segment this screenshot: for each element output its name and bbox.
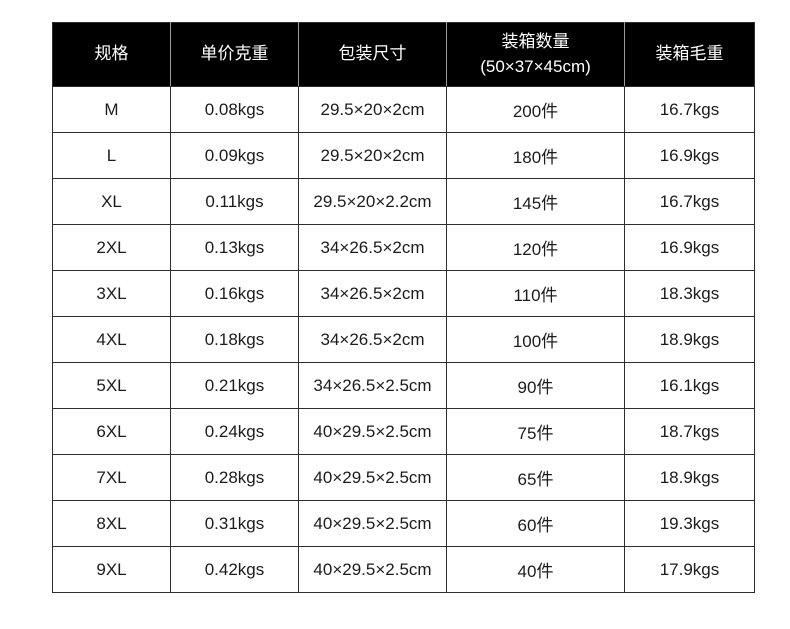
table-row: 8XL 0.31kgs 40×29.5×2.5cm 60件 19.3kgs: [52, 500, 755, 547]
col-header-carton-qty-sublabel: (50×37×45cm): [480, 56, 591, 76]
package-size-cell: 29.5×20×2.2cm: [298, 178, 447, 225]
package-size-cell: 40×29.5×2.5cm: [298, 546, 447, 593]
spec-cell: XL: [52, 178, 171, 225]
carton-qty-cell: 200件: [446, 86, 625, 133]
carton-qty-cell: 60件: [446, 500, 625, 547]
unit-weight-cell: 0.42kgs: [170, 546, 299, 593]
carton-qty-cell: 40件: [446, 546, 625, 593]
unit-weight-cell: 0.08kgs: [170, 86, 299, 133]
carton-qty-cell: 75件: [446, 408, 625, 455]
carton-qty-cell: 100件: [446, 316, 625, 363]
unit-weight-cell: 0.09kgs: [170, 132, 299, 179]
col-header-carton-gross-weight: 装箱毛重: [624, 22, 755, 87]
package-size-cell: 34×26.5×2cm: [298, 316, 447, 363]
carton-gross-weight-cell: 18.3kgs: [624, 270, 755, 317]
col-header-unit-weight: 单价克重: [170, 22, 299, 87]
unit-weight-cell: 0.28kgs: [170, 454, 299, 501]
package-size-cell: 40×29.5×2.5cm: [298, 454, 447, 501]
col-header-carton-qty: 装箱数量 (50×37×45cm): [446, 22, 625, 87]
table-row: XL 0.11kgs 29.5×20×2.2cm 145件 16.7kgs: [52, 178, 755, 225]
spec-cell: L: [52, 132, 171, 179]
col-header-package-size: 包装尺寸: [298, 22, 447, 87]
carton-gross-weight-cell: 16.9kgs: [624, 224, 755, 271]
table-row: 7XL 0.28kgs 40×29.5×2.5cm 65件 18.9kgs: [52, 454, 755, 501]
package-size-cell: 34×26.5×2cm: [298, 270, 447, 317]
table-row: M 0.08kgs 29.5×20×2cm 200件 16.7kgs: [52, 86, 755, 133]
unit-weight-cell: 0.13kgs: [170, 224, 299, 271]
col-header-spec: 规格: [52, 22, 171, 87]
package-size-cell: 34×26.5×2.5cm: [298, 362, 447, 409]
spec-cell: 3XL: [52, 270, 171, 317]
table-row: 5XL 0.21kgs 34×26.5×2.5cm 90件 16.1kgs: [52, 362, 755, 409]
carton-gross-weight-cell: 17.9kgs: [624, 546, 755, 593]
package-size-cell: 40×29.5×2.5cm: [298, 408, 447, 455]
carton-qty-cell: 120件: [446, 224, 625, 271]
carton-gross-weight-cell: 18.9kgs: [624, 454, 755, 501]
unit-weight-cell: 0.11kgs: [170, 178, 299, 225]
table-row: 4XL 0.18kgs 34×26.5×2cm 100件 18.9kgs: [52, 316, 755, 363]
carton-qty-cell: 65件: [446, 454, 625, 501]
carton-gross-weight-cell: 16.1kgs: [624, 362, 755, 409]
table-row: 9XL 0.42kgs 40×29.5×2.5cm 40件 17.9kgs: [52, 546, 755, 593]
carton-qty-cell: 180件: [446, 132, 625, 179]
spec-cell: 8XL: [52, 500, 171, 547]
spec-cell: M: [52, 86, 171, 133]
header-row: 规格 单价克重 包装尺寸 装箱数量 (50×37×45cm) 装箱毛重: [52, 22, 755, 87]
packing-spec-table: 规格 单价克重 包装尺寸 装箱数量 (50×37×45cm) 装箱毛重 M 0.…: [52, 22, 755, 593]
table-row: 6XL 0.24kgs 40×29.5×2.5cm 75件 18.7kgs: [52, 408, 755, 455]
spec-cell: 9XL: [52, 546, 171, 593]
spec-cell: 4XL: [52, 316, 171, 363]
col-header-carton-qty-label: 装箱数量: [501, 31, 570, 51]
package-size-cell: 34×26.5×2cm: [298, 224, 447, 271]
package-size-cell: 29.5×20×2cm: [298, 132, 447, 179]
spec-cell: 6XL: [52, 408, 171, 455]
table-row: L 0.09kgs 29.5×20×2cm 180件 16.9kgs: [52, 132, 755, 179]
carton-qty-cell: 110件: [446, 270, 625, 317]
unit-weight-cell: 0.21kgs: [170, 362, 299, 409]
unit-weight-cell: 0.24kgs: [170, 408, 299, 455]
spec-cell: 2XL: [52, 224, 171, 271]
unit-weight-cell: 0.18kgs: [170, 316, 299, 363]
spec-cell: 7XL: [52, 454, 171, 501]
table-row: 2XL 0.13kgs 34×26.5×2cm 120件 16.9kgs: [52, 224, 755, 271]
unit-weight-cell: 0.16kgs: [170, 270, 299, 317]
package-size-cell: 40×29.5×2.5cm: [298, 500, 447, 547]
table-header: 规格 单价克重 包装尺寸 装箱数量 (50×37×45cm) 装箱毛重: [52, 22, 755, 87]
package-size-cell: 29.5×20×2cm: [298, 86, 447, 133]
carton-gross-weight-cell: 18.7kgs: [624, 408, 755, 455]
carton-gross-weight-cell: 16.7kgs: [624, 86, 755, 133]
spec-cell: 5XL: [52, 362, 171, 409]
table-row: 3XL 0.16kgs 34×26.5×2cm 110件 18.3kgs: [52, 270, 755, 317]
carton-qty-cell: 145件: [446, 178, 625, 225]
carton-qty-cell: 90件: [446, 362, 625, 409]
table-body: M 0.08kgs 29.5×20×2cm 200件 16.7kgs L 0.0…: [52, 86, 755, 593]
carton-gross-weight-cell: 18.9kgs: [624, 316, 755, 363]
unit-weight-cell: 0.31kgs: [170, 500, 299, 547]
carton-gross-weight-cell: 16.7kgs: [624, 178, 755, 225]
carton-gross-weight-cell: 19.3kgs: [624, 500, 755, 547]
carton-gross-weight-cell: 16.9kgs: [624, 132, 755, 179]
